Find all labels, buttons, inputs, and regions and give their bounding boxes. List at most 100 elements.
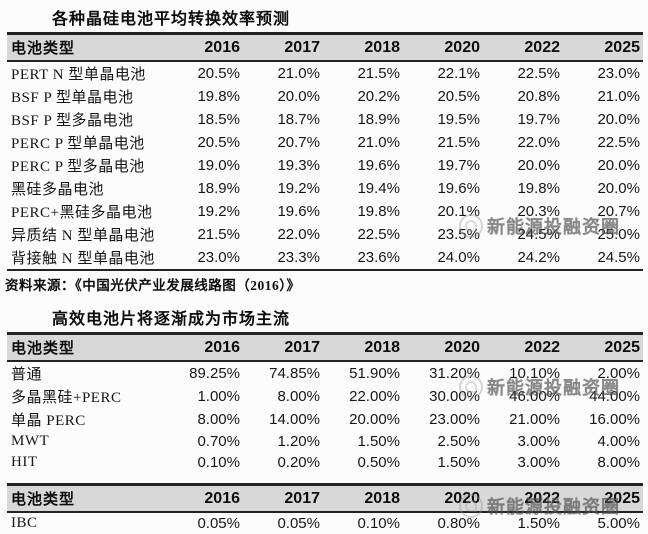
table-row: PERT N 型单晶电池 20.5% 21.0% 21.5% 22.1% 22.5% 23.… xyxy=(7,61,643,85)
cell-value: 14.00% xyxy=(269,411,320,428)
cell-type-label: 普通 xyxy=(11,367,43,383)
cell-value: 19.7% xyxy=(437,157,480,174)
cell-value: 23.00% xyxy=(429,411,480,428)
table-row: IBC 0.05% 0.05% 0.10% 0.80% 1.50% 5.00% xyxy=(7,512,643,534)
cell-value: 2.50% xyxy=(437,433,480,450)
year-column-header: 2017 xyxy=(243,333,323,362)
cell-value: 20.0% xyxy=(597,180,640,197)
table-row: 异质结 N 型单晶电池 21.5% 22.0% 22.5% 23.5% 24.5% 25.0… xyxy=(7,223,643,246)
cell-type-label: PERC P 型多晶电池 xyxy=(11,159,145,175)
cell-value: 21.00% xyxy=(509,411,560,428)
cell-value: 31.20% xyxy=(429,365,480,382)
cell-value: 19.6% xyxy=(437,180,480,197)
cell-value: 20.7% xyxy=(277,134,320,151)
table-row: 多晶黑硅+PERC 1.00% 8.00% 22.00% 30.00% 46.00% 44.… xyxy=(7,385,643,408)
efficiency-forecast-table: 电池类型 2016 2017 2018 2020 2022 2025 PERT N 型单晶电池… xyxy=(7,32,643,271)
cell-value: 22.0% xyxy=(517,134,560,151)
table-row: BSF P 型单晶电池 19.8% 20.0% 20.2% 20.5% 20.8% 21.0… xyxy=(7,85,643,108)
cell-value: 22.5% xyxy=(357,226,400,243)
cell-value: 23.0% xyxy=(197,249,240,266)
cell-value: 8.00% xyxy=(597,454,640,471)
year-column-header: 2025 xyxy=(563,333,643,362)
cell-value: 19.8% xyxy=(357,203,400,220)
cell-value: 22.00% xyxy=(349,388,400,405)
year-column-header: 2016 xyxy=(163,33,243,62)
cell-type-label: PERT N 型单晶电池 xyxy=(11,67,146,83)
cell-value: 51.90% xyxy=(349,365,400,382)
cell-value: 19.2% xyxy=(197,203,240,220)
cell-value: 20.3% xyxy=(517,203,560,220)
year-column-header: 2022 xyxy=(483,333,563,362)
cell-value: 0.05% xyxy=(197,515,240,532)
cell-type-label: BSF P 型多晶电池 xyxy=(11,113,134,129)
cell-value: 1.20% xyxy=(277,433,320,450)
year-column-header: 2017 xyxy=(243,33,323,62)
header-row: 电池类型 2016 2017 2018 2020 2022 2025 xyxy=(7,33,643,62)
year-column-header: 2025 xyxy=(563,33,643,62)
cell-value: 21.5% xyxy=(197,226,240,243)
cell-value: 0.20% xyxy=(277,454,320,471)
table-row: PERC P 型单晶电池 20.5% 20.7% 21.0% 21.5% 22.0% 22.… xyxy=(7,131,643,154)
cell-value: 20.00% xyxy=(349,411,400,428)
cell-value: 8.00% xyxy=(197,411,240,428)
cell-value: 8.00% xyxy=(277,388,320,405)
section1-source: 资料来源：《中国光伏产业发展线路图（2016）》 xyxy=(5,278,301,293)
year-column-header: 2020 xyxy=(403,484,483,513)
cell-value: 23.6% xyxy=(357,249,400,266)
cell-type-label: 背接触 N 型单晶电池 xyxy=(11,251,155,267)
cell-value: 20.1% xyxy=(437,203,480,220)
cell-value: 19.8% xyxy=(197,88,240,105)
cell-value: 20.5% xyxy=(197,134,240,151)
cell-value: 23.5% xyxy=(437,226,480,243)
cell-value: 44.00% xyxy=(589,388,640,405)
market-share-table-secondary: 电池类型 2016 2017 2018 2020 2022 2025 IBC 0.05% 0.05… xyxy=(7,483,643,534)
cell-value: 19.5% xyxy=(437,111,480,128)
cell-value: 20.7% xyxy=(597,203,640,220)
cell-type-label: 多晶黑硅+PERC xyxy=(11,390,122,406)
cell-value: 20.0% xyxy=(597,111,640,128)
cell-type-label: 黑硅多晶电池 xyxy=(11,182,105,198)
cell-value: 2.00% xyxy=(597,365,640,382)
cell-type-column-header: 电池类型 xyxy=(7,484,163,513)
cell-value: 22.0% xyxy=(277,226,320,243)
cell-type-label: 单晶 PERC xyxy=(11,413,86,429)
table-gap xyxy=(0,473,648,483)
cell-type-label: 异质结 N 型单晶电池 xyxy=(11,228,155,244)
cell-value: 24.2% xyxy=(517,249,560,266)
cell-value: 24.0% xyxy=(437,249,480,266)
cell-value: 1.50% xyxy=(437,454,480,471)
year-column-header: 2022 xyxy=(483,33,563,62)
cell-value: 23.3% xyxy=(277,249,320,266)
cell-value: 20.5% xyxy=(197,65,240,82)
cell-value: 0.80% xyxy=(437,515,480,532)
cell-value: 0.10% xyxy=(357,515,400,532)
cell-value: 0.05% xyxy=(277,515,320,532)
year-column-header: 2018 xyxy=(323,33,403,62)
table-row: 普通 89.25% 74.85% 51.90% 31.20% 10.10% 2.00% xyxy=(7,361,643,385)
market-share-table-main: 电池类型 2016 2017 2018 2020 2022 2025 普通 89.25% 74.8… xyxy=(7,332,643,473)
table-row: 单晶 PERC 8.00% 14.00% 20.00% 23.00% 21.00% 16.0… xyxy=(7,408,643,431)
cell-value: 19.6% xyxy=(357,157,400,174)
cell-value: 21.5% xyxy=(357,65,400,82)
year-column-header: 2016 xyxy=(163,333,243,362)
cell-value: 18.9% xyxy=(197,180,240,197)
cell-value: 16.00% xyxy=(589,411,640,428)
table-row: MWT 0.70% 1.20% 1.50% 2.50% 3.00% 4.00% xyxy=(7,431,643,452)
cell-type-label: PERC P 型单晶电池 xyxy=(11,136,145,152)
cell-value: 20.5% xyxy=(437,88,480,105)
year-column-header: 2022 xyxy=(483,484,563,513)
cell-type-label: HIT xyxy=(11,454,38,470)
cell-value: 20.0% xyxy=(517,157,560,174)
cell-value: 0.50% xyxy=(357,454,400,471)
cell-value: 20.8% xyxy=(517,88,560,105)
cell-type-column-header: 电池类型 xyxy=(7,33,163,62)
cell-value: 1.00% xyxy=(197,388,240,405)
cell-value: 23.0% xyxy=(597,65,640,82)
cell-value: 20.0% xyxy=(277,88,320,105)
cell-value: 0.10% xyxy=(197,454,240,471)
cell-value: 10.10% xyxy=(509,365,560,382)
cell-value: 3.00% xyxy=(517,433,560,450)
table-row: 黑硅多晶电池 18.9% 19.2% 19.4% 19.6% 19.8% 20.0% xyxy=(7,177,643,200)
cell-type-label: BSF P 型单晶电池 xyxy=(11,90,134,106)
cell-value: 24.5% xyxy=(517,226,560,243)
